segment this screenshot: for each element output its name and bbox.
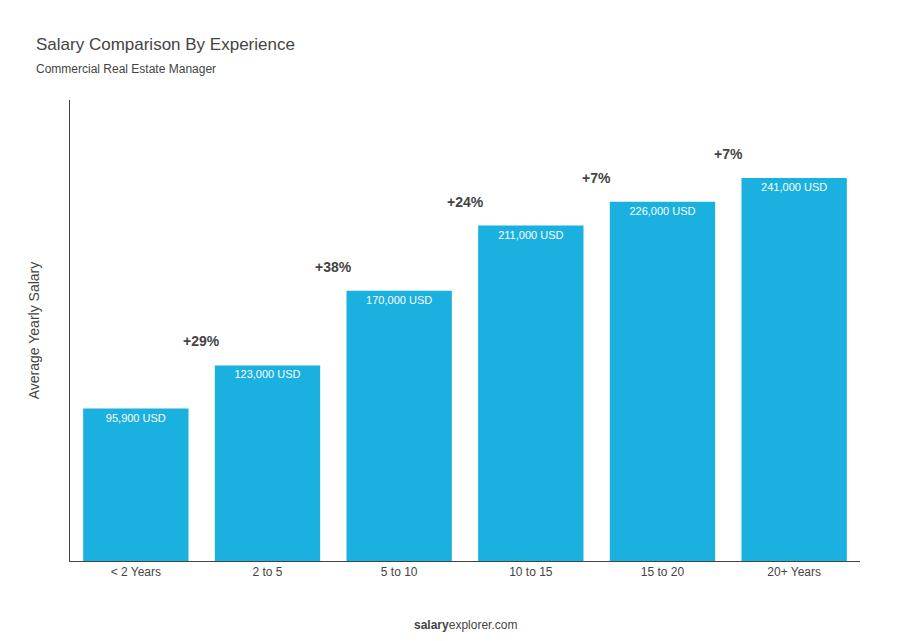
svg-text:2 to 5: 2 to 5 [252, 565, 282, 579]
svg-text:salaryexplorer.com: salaryexplorer.com [414, 618, 517, 632]
svg-text:123,000 USD: 123,000 USD [234, 368, 300, 380]
svg-text:Salary Comparison By Experienc: Salary Comparison By Experience [36, 35, 295, 54]
svg-text:+7%: +7% [582, 170, 611, 186]
svg-text:+38%: +38% [315, 259, 352, 275]
svg-text:5 to 10: 5 to 10 [381, 565, 418, 579]
svg-text:241,000 USD: 241,000 USD [761, 181, 827, 193]
svg-text:10 to 15: 10 to 15 [509, 565, 553, 579]
svg-text:+29%: +29% [183, 333, 220, 349]
svg-text:170,000 USD: 170,000 USD [366, 294, 432, 306]
svg-text:226,000 USD: 226,000 USD [629, 205, 695, 217]
svg-text:< 2 Years: < 2 Years [111, 565, 161, 579]
svg-text:Commercial Real Estate Manager: Commercial Real Estate Manager [36, 62, 216, 76]
svg-text:211,000 USD: 211,000 USD [498, 229, 563, 241]
svg-text:20+ Years: 20+ Years [767, 565, 821, 579]
svg-text:+24%: +24% [447, 194, 484, 210]
svg-text:+7%: +7% [714, 146, 743, 162]
svg-text:15 to 20: 15 to 20 [641, 565, 685, 579]
svg-text:95,900 USD: 95,900 USD [106, 412, 166, 424]
svg-text:Average Yearly Salary: Average Yearly Salary [26, 262, 42, 400]
